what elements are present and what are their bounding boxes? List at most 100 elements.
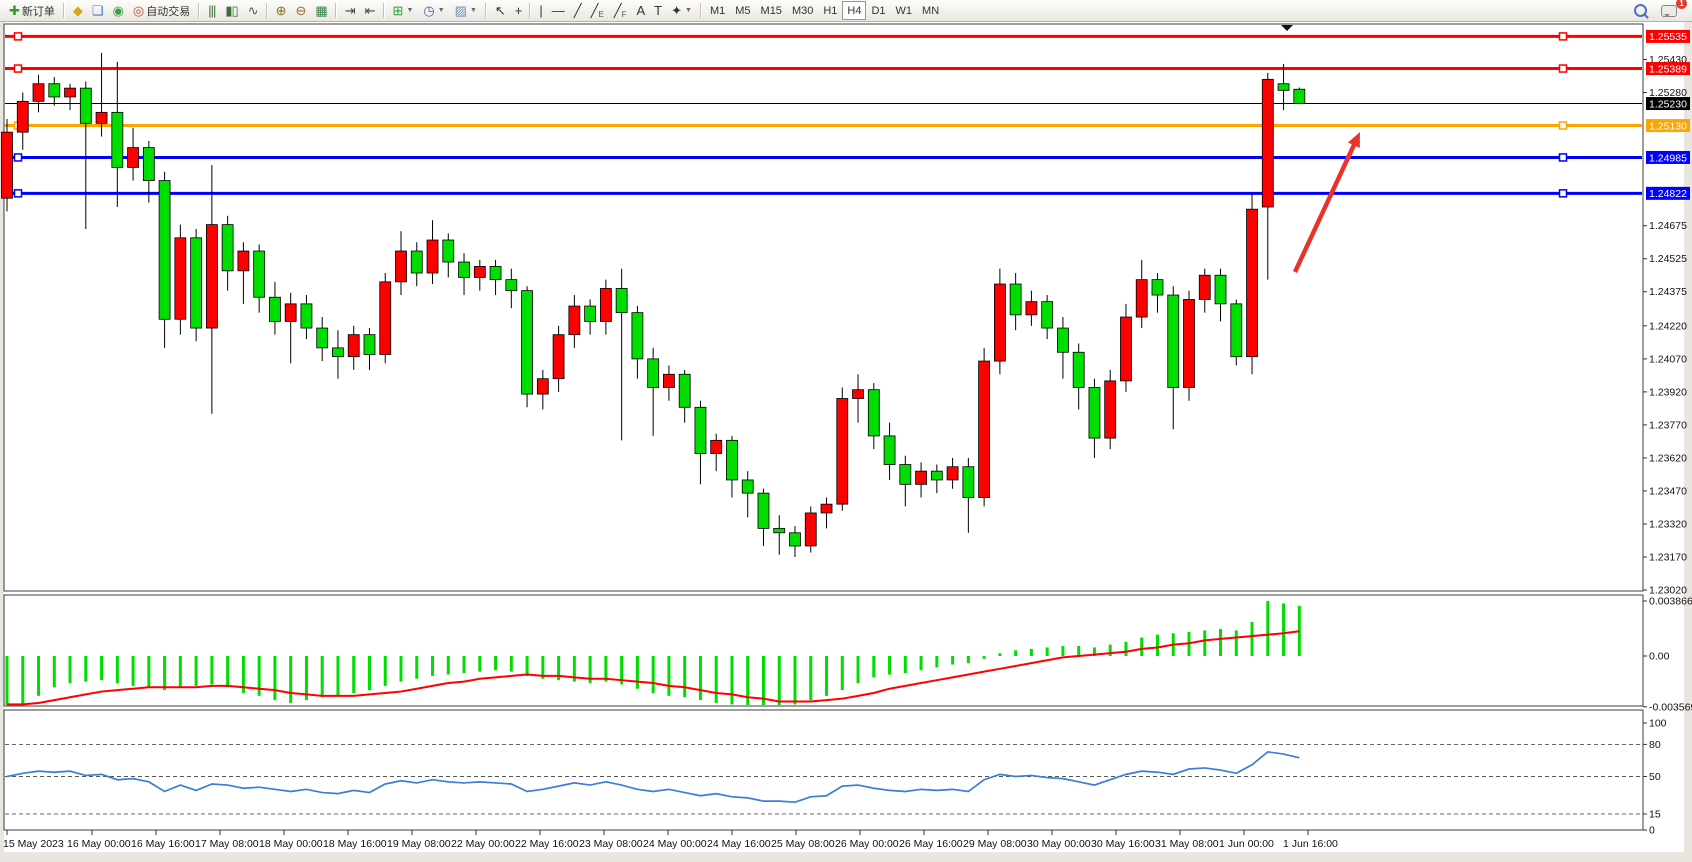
timeframe-button-m15[interactable]: M15 [756, 1, 787, 20]
new-order-button[interactable]: ✚ 新订单 [4, 1, 60, 20]
macd-histogram-bar [5, 656, 9, 705]
macd-histogram-bar [982, 656, 986, 659]
chart-shift-marker[interactable] [1281, 25, 1293, 31]
market-watch-button[interactable]: ◆ [68, 1, 87, 20]
price-tick-label: 1.24220 [1649, 320, 1687, 332]
hline-handle-left[interactable] [13, 64, 23, 73]
candle-body-bear [726, 439, 738, 481]
zoom-out-button[interactable]: ⊖ [291, 1, 311, 20]
chart-candles-button[interactable]: ▮▯ [220, 1, 242, 20]
price-tick-label: 1.24675 [1649, 220, 1687, 232]
macd-histogram-bar [1282, 603, 1286, 656]
macd-histogram-bar [1045, 647, 1049, 656]
text-button[interactable]: A [632, 1, 650, 20]
candle-body-bear [773, 527, 786, 534]
hline-handle-left[interactable] [13, 32, 23, 41]
chart-line-button[interactable]: ∿ [243, 1, 263, 20]
price-marker-label: 1.25535 [1649, 31, 1687, 43]
time-axis-label: 22 May 00:00 [451, 838, 515, 850]
candle-body-bear [1088, 387, 1101, 439]
hline-handle-right[interactable] [1558, 121, 1568, 130]
periods-button[interactable]: ◷ ▼ [418, 1, 449, 20]
candle-body-bear [253, 250, 266, 298]
auto-trading-icon: ◎ [132, 3, 144, 18]
chart-shift-button[interactable]: ⇤ [360, 1, 380, 20]
macd-histogram-bar [604, 656, 608, 682]
search-button[interactable] [1629, 1, 1652, 20]
fibonacci-button[interactable]: ╱ F [609, 1, 632, 20]
indicators-button[interactable]: ⊞ ▼ [388, 1, 419, 20]
trendline-button[interactable]: ╱ [569, 1, 586, 20]
macd-histogram-bar [698, 656, 702, 701]
macd-histogram-bar [21, 656, 25, 705]
macd-histogram-bar [194, 656, 198, 686]
candle-body-bear [1009, 283, 1022, 316]
navigator-button[interactable]: ◉ [108, 1, 128, 20]
candle-body-bear [962, 466, 975, 498]
label-button[interactable]: T [649, 1, 666, 20]
price-tick-label: 1.23170 [1649, 551, 1687, 563]
timeframe-button-m30[interactable]: M30 [787, 1, 818, 20]
trend-arrow[interactable] [1292, 140, 1358, 273]
market-watch-icon: ◆ [72, 3, 83, 18]
macd-histogram-bar [336, 656, 340, 696]
timeframe-button-m5[interactable]: M5 [730, 1, 755, 20]
auto-trading-button[interactable]: ◎ 自动交易 [128, 1, 195, 20]
candle-body-bear [741, 479, 754, 494]
hline-handle-right[interactable] [1558, 32, 1568, 41]
horizontal-line-button[interactable]: — [547, 1, 569, 20]
zoom-in-button[interactable]: ⊕ [271, 1, 291, 20]
timeframe-button-mn[interactable]: MN [917, 1, 944, 20]
data-window-button[interactable]: ❏ [87, 1, 108, 20]
macd-histogram-bar [966, 656, 970, 664]
macd-histogram-bar [525, 656, 529, 676]
candle-body-bear [1277, 83, 1290, 91]
macd-histogram-bar [903, 656, 907, 674]
vertical-line-button[interactable]: | [534, 1, 546, 20]
hline-handle-right[interactable] [1558, 153, 1568, 162]
arrows-button[interactable]: ✦ ▼ [666, 1, 697, 20]
new-order-icon: ✚ [9, 3, 20, 18]
trend-arrow-head[interactable] [1347, 132, 1360, 148]
price-marker-box [1646, 97, 1690, 111]
candle-body-bear [867, 389, 880, 437]
macd-histogram-bar [178, 656, 182, 688]
chart-bars-button[interactable]: ||| [203, 1, 220, 20]
candle-body-bull [379, 281, 392, 355]
channel-button[interactable]: ╱ E [586, 1, 609, 20]
hline-handle-left[interactable] [13, 153, 23, 162]
timeframe-button-h4[interactable]: H4 [842, 1, 867, 20]
cursor-button[interactable]: ↖ [490, 1, 510, 20]
templates-button[interactable]: ▨ ▼ [450, 1, 482, 20]
candle-body-bear [190, 237, 203, 329]
macd-histogram-bar [588, 656, 592, 684]
macd-histogram-bar [793, 656, 797, 705]
tile-windows-button[interactable]: ▦ [310, 1, 331, 20]
hline-handle-left[interactable] [13, 189, 23, 198]
timeframe-button-w1[interactable]: W1 [891, 1, 918, 20]
crosshair-button[interactable]: + [510, 1, 527, 20]
chart-background [0, 22, 1692, 862]
hline-handle-right[interactable] [1558, 189, 1568, 198]
candle-body-bear [1293, 88, 1306, 104]
timeframe-button-h1[interactable]: H1 [818, 1, 842, 20]
macd-histogram-bar [856, 656, 860, 684]
time-axis-label: 26 May 16:00 [899, 838, 963, 850]
price-marker-label: 1.24985 [1649, 152, 1687, 164]
new-order-button-label: 新订单 [21, 5, 55, 18]
price-marker-box [1646, 186, 1690, 200]
auto-scroll-button[interactable]: ⇥ [340, 1, 360, 20]
candle-body-bear [410, 250, 423, 274]
macd-histogram-bar [683, 656, 687, 698]
candle-body-bear [631, 312, 644, 360]
time-axis-label: 24 May 16:00 [707, 838, 771, 850]
timeframe-button-m1[interactable]: M1 [705, 1, 730, 20]
timeframe-button-d1[interactable]: D1 [866, 1, 890, 20]
time-axis-label: 22 May 16:00 [515, 838, 579, 850]
candle-body-bear [332, 347, 344, 358]
candle-body-bull [1, 131, 13, 199]
price-marker-label: 1.25389 [1649, 63, 1687, 75]
chat-button[interactable]: 1 [1656, 0, 1687, 20]
hline-handle-right[interactable] [1558, 64, 1568, 73]
